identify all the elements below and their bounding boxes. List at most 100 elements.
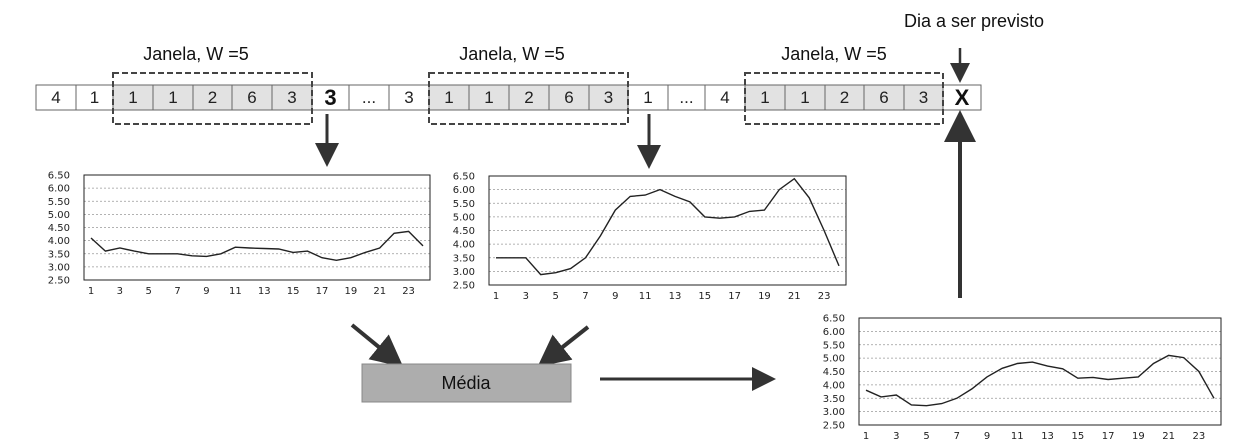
sequence-cell-value: 1 <box>484 88 493 107</box>
y-tick-label: 6.00 <box>823 327 845 338</box>
y-tick-label: 6.00 <box>453 185 475 196</box>
x-tick-label: 7 <box>954 431 960 442</box>
sequence-cell-value: 3 <box>604 88 613 107</box>
x-tick-label: 17 <box>1102 431 1115 442</box>
sequence-cell <box>667 84 706 111</box>
x-tick-label: 1 <box>863 431 869 442</box>
y-tick-label: 6.50 <box>453 172 475 183</box>
x-tick-label: 13 <box>669 291 682 302</box>
media-box <box>361 363 572 403</box>
sequence-cell-value: ... <box>679 88 693 107</box>
x-tick-label: 19 <box>758 291 771 302</box>
y-tick-label: 2.50 <box>823 421 845 432</box>
sequence-cell <box>942 84 982 111</box>
x-tick-label: 21 <box>373 286 386 297</box>
y-tick-label: 5.00 <box>823 354 845 365</box>
chart-window-2: 6.506.005.505.004.504.003.503.002.501 3 5 7… <box>453 172 847 302</box>
window-label-1: Janela, W =5 <box>143 44 249 64</box>
plot-frame <box>858 317 1222 426</box>
y-tick-label: 5.50 <box>453 199 475 210</box>
x-tick-label: 11 <box>639 291 652 302</box>
y-tick-label: 4.50 <box>823 367 845 378</box>
x-tick-label: 19 <box>344 286 357 297</box>
x-tick-label: 21 <box>788 291 801 302</box>
x-tick-label: 11 <box>1011 431 1024 442</box>
sequence-cell-value: 4 <box>720 88 729 107</box>
y-tick-label: 5.00 <box>48 210 70 221</box>
x-tick-label: 15 <box>698 291 711 302</box>
y-tick-label: 6.50 <box>48 171 70 182</box>
sequence-cell <box>35 84 77 111</box>
x-tick-label: 7 <box>174 286 180 297</box>
y-tick-label: 4.50 <box>48 223 70 234</box>
x-tick-label: 13 <box>258 286 271 297</box>
x-tick-label: 7 <box>582 291 588 302</box>
sequence-cell <box>548 84 590 111</box>
window-box-3 <box>744 72 944 125</box>
x-tick-label: 5 <box>146 286 152 297</box>
window-box-1 <box>112 72 313 125</box>
y-tick-label: 3.50 <box>453 253 475 264</box>
x-tick-label: 17 <box>728 291 741 302</box>
series-line <box>90 230 424 262</box>
sequence-cell <box>192 84 233 111</box>
sequence-cell <box>271 84 313 111</box>
sequence-cell-value: 4 <box>51 88 60 107</box>
x-tick-label: 11 <box>229 286 242 297</box>
window-box-2 <box>428 72 629 125</box>
y-tick-label: 3.00 <box>823 407 845 418</box>
y-tick-label: 4.00 <box>823 380 845 391</box>
sequence-cell-value: 1 <box>168 88 177 107</box>
window-label-3: Janela, W =5 <box>781 44 887 64</box>
sequence-cell-value: 6 <box>879 88 888 107</box>
sequence-cell-value: 1 <box>444 88 453 107</box>
x-tick-label: 3 <box>893 431 899 442</box>
y-tick-label: 4.00 <box>48 236 70 247</box>
x-tick-label: 5 <box>552 291 558 302</box>
plot-frame <box>83 174 431 281</box>
sequence-cell-value: 1 <box>760 88 769 107</box>
sequence-cell-value: 3 <box>919 88 928 107</box>
x-tick-label: 19 <box>1132 431 1145 442</box>
x-tick-label: 23 <box>1193 431 1206 442</box>
x-tick-label: 9 <box>984 431 990 442</box>
sequence-cell-value: 3 <box>404 88 413 107</box>
x-tick-label: 3 <box>523 291 529 302</box>
sequence-cell-value: 6 <box>247 88 256 107</box>
sequence-cell <box>348 84 390 111</box>
y-tick-label: 3.50 <box>48 249 70 260</box>
x-tick-label: 1 <box>493 291 499 302</box>
sequence-cell-value: 2 <box>840 88 849 107</box>
arrow-chart1-to-media <box>350 323 404 368</box>
sequence-cell <box>784 84 826 111</box>
y-tick-label: 4.50 <box>453 226 475 237</box>
x-tick-label: 15 <box>287 286 300 297</box>
sequence-cell <box>388 84 430 111</box>
y-tick-label: 3.00 <box>453 267 475 278</box>
y-tick-label: 3.00 <box>48 262 70 273</box>
chart-average: 6.506.005.505.004.504.003.503.002.501 3 5 7… <box>823 314 1222 442</box>
sequence-cell <box>75 84 114 111</box>
y-tick-label: 2.50 <box>48 276 70 287</box>
sequence-cell-value: 1 <box>90 88 99 107</box>
sequence-cell <box>231 84 273 111</box>
sequence-cell-value: 3 <box>324 85 336 110</box>
x-tick-label: 15 <box>1071 431 1084 442</box>
x-tick-label: 9 <box>203 286 209 297</box>
sequence-cell-value: 6 <box>564 88 573 107</box>
sequence-strip: 4 1 1 1 2 6 3 3... 3 1 1 2 6 3 1... 4 1 1 2 6 3 X <box>35 84 982 111</box>
sequence-cell-value: ... <box>362 88 376 107</box>
y-tick-label: 5.50 <box>48 197 70 208</box>
y-tick-label: 6.50 <box>823 314 845 325</box>
y-tick-label: 2.50 <box>453 281 475 292</box>
y-tick-label: 6.00 <box>48 184 70 195</box>
sequence-cell <box>903 84 944 111</box>
x-tick-label: 23 <box>402 286 415 297</box>
x-tick-label: 21 <box>1162 431 1175 442</box>
sequence-cell <box>627 84 669 111</box>
y-tick-label: 5.00 <box>453 212 475 223</box>
sequence-cell-value: 2 <box>524 88 533 107</box>
sequence-cell <box>508 84 550 111</box>
